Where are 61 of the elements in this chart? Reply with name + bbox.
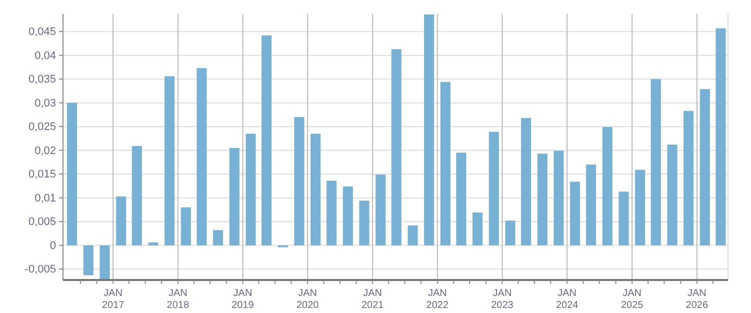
y-tick-label: 0,005 <box>28 216 56 228</box>
bar <box>359 200 370 246</box>
bar <box>116 196 126 246</box>
y-tick-label: 0,03 <box>34 97 56 110</box>
bar <box>635 170 646 246</box>
x-tick-label: JAN 2017 <box>102 288 125 312</box>
y-tick-label: 0,025 <box>28 121 56 134</box>
bar <box>554 150 564 246</box>
bar <box>262 35 272 246</box>
bar <box>229 148 240 246</box>
bar <box>667 144 678 246</box>
y-tick-label: 0,035 <box>28 74 56 86</box>
bar <box>376 174 386 246</box>
bar <box>521 118 532 246</box>
bar <box>180 207 191 246</box>
bar <box>424 14 434 246</box>
bar <box>505 220 516 246</box>
y-tick-label: 0,015 <box>28 168 56 181</box>
bar <box>488 132 499 246</box>
x-tick-label: JAN 2025 <box>620 288 644 312</box>
bar <box>716 28 726 246</box>
bar <box>537 154 548 246</box>
bar <box>294 117 304 246</box>
bar <box>326 180 337 246</box>
bar <box>342 186 353 246</box>
bar <box>213 230 224 246</box>
y-tick-label: 0,01 <box>34 192 56 204</box>
bar <box>602 127 612 246</box>
bar <box>570 182 580 246</box>
x-tick-label: JAN 2019 <box>232 288 254 312</box>
bar <box>310 134 321 246</box>
bar <box>196 68 207 246</box>
bar <box>164 76 175 246</box>
y-tick-label: 0 <box>50 240 56 252</box>
bar <box>100 245 110 280</box>
bar <box>67 102 78 246</box>
y-tick-label: 0,02 <box>34 144 56 157</box>
bar <box>440 82 450 246</box>
bar <box>148 242 158 246</box>
bar <box>472 212 483 246</box>
y-tick-label: 0,045 <box>28 26 56 38</box>
bar <box>246 134 256 246</box>
x-tick-label: JAN 2023 <box>491 288 514 312</box>
x-tick-label: JAN 2018 <box>166 288 190 312</box>
bar <box>408 225 418 246</box>
x-tick-label: JAN 2020 <box>296 288 320 312</box>
x-tick-label: JAN 2026 <box>686 288 708 312</box>
bar <box>132 146 142 246</box>
bar <box>700 89 710 246</box>
y-tick-label: -0,005 <box>24 264 56 276</box>
bar <box>684 110 694 246</box>
y-tick-label: 0,04 <box>34 50 56 62</box>
bar <box>83 245 94 276</box>
x-tick-label: JAN 2021 <box>361 288 384 312</box>
bar <box>586 164 596 246</box>
bar <box>618 192 629 246</box>
x-tick-label: JAN 2024 <box>556 288 579 312</box>
bar <box>650 79 661 246</box>
x-tick-label: JAN 2022 <box>426 288 449 312</box>
bar <box>391 49 402 246</box>
bar <box>456 152 466 246</box>
